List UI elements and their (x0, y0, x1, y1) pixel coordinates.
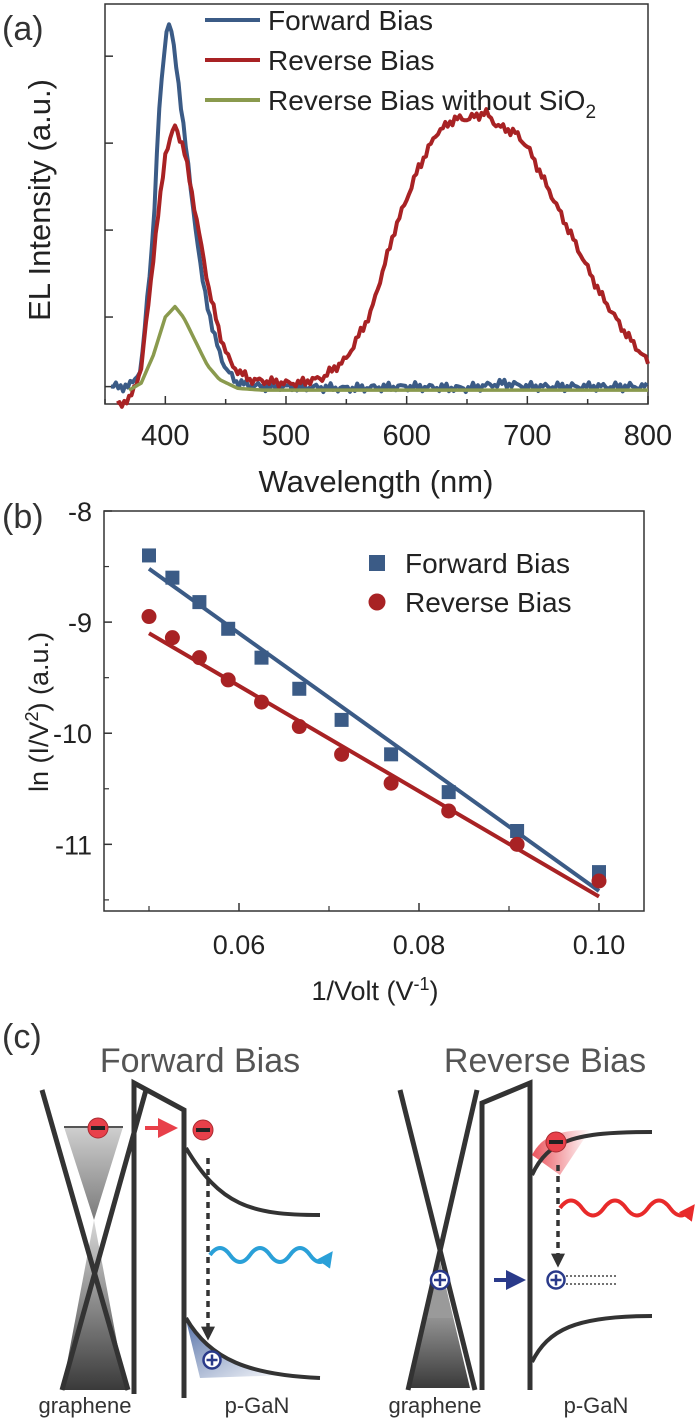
chart-a-x-tick-label: 600 (382, 420, 430, 452)
panel-label-c: (c) (2, 1018, 42, 1056)
chart-a-legend-label: Forward Bias (268, 5, 433, 36)
chart-a-plot-frame (104, 3, 649, 405)
chart-a-x-ticks: 400 500 600 700 800 (104, 396, 672, 452)
chart-b-y-tick-label: -11 (55, 830, 92, 860)
forward-hole-plus (206, 1354, 218, 1366)
chart-b-point-reverse (441, 803, 457, 819)
chart-a-x-tick-label: 500 (262, 420, 310, 452)
chart-b-point-reverse (334, 746, 350, 762)
reverse-diagram-title: Reverse Bias (444, 1042, 646, 1080)
chart-b-y-ticks: -8 -9 -10 -11 (53, 497, 112, 901)
forward-electron-injected-minus (196, 1128, 210, 1132)
forward-valence-band (184, 1317, 321, 1380)
chart-b-x-tick-label: 0.06 (213, 930, 266, 960)
chart-b-y-axis-label: ln (I/V2) (a.u.) (22, 632, 54, 792)
panel-label-a: (a) (2, 10, 44, 48)
reverse-red-photon (558, 1198, 695, 1222)
forward-sio2-barrier (131, 1078, 187, 1398)
reverse-graphene-label: graphene (389, 1393, 482, 1418)
chart-b-y-tick-label: -10 (53, 719, 92, 749)
chart-b-point-forward (254, 650, 269, 665)
chart-b-fn-plot: -8 -9 -10 -11 0.06 0.08 0.10 Forward Bias Reve… (22, 497, 645, 1006)
reverse-hole-trapped-plus (550, 1274, 562, 1286)
chart-b-x-ticks: 0.06 0.08 0.10 (148, 903, 626, 960)
forward-hole-glow (186, 1320, 290, 1378)
chart-b-fit-line-reverse-bias (147, 631, 601, 899)
chart-b-y-tick-label: -9 (68, 608, 92, 638)
chart-a-legend-label: Reverse Bias (268, 45, 435, 76)
reverse-sio2-barrier (479, 1079, 533, 1390)
forward-diagram-title: Forward Bias (100, 1042, 300, 1080)
chart-a-y-ticks (105, 55, 113, 388)
chart-a-legend: Forward Bias Reverse Bias Reverse Bias wit… (205, 5, 596, 123)
chart-b-point-forward (221, 621, 236, 636)
chart-b-point-forward (510, 824, 525, 838)
reverse-conduction-band (530, 1130, 653, 1176)
reverse-cone-lower-fill (410, 1262, 470, 1388)
chart-b-point-reverse (383, 775, 399, 791)
forward-cone-line-1 (39, 1089, 131, 1391)
chart-b-point-forward (165, 570, 180, 585)
chart-b-legend-marker (369, 555, 385, 571)
reverse-cone-line-2 (405, 1089, 480, 1391)
chart-b-y-tick-label: -8 (68, 497, 92, 527)
band-diagram-reverse: Reverse Bias graphene p-GaN (389, 1042, 695, 1418)
forward-pgan-label: p-GaN (225, 1393, 290, 1418)
chart-a-series-reverse-bias-without-sio2 (128, 304, 648, 392)
reverse-valence-band (530, 1314, 653, 1363)
chart-b-point-reverse (509, 836, 525, 852)
chart-b-x-tick-label: 0.08 (393, 930, 446, 960)
chart-b-x-axis-label: 1/Volt (V-1) (311, 974, 438, 1006)
chart-a-y-axis-label: EL Intensity (a.u.) (22, 79, 57, 321)
chart-a-x-axis-label: Wavelength (nm) (259, 464, 494, 499)
chart-b-point-forward (384, 747, 399, 762)
chart-a-series-reverse-bias (116, 107, 650, 409)
chart-b-point-forward (441, 785, 456, 800)
reverse-electron-minus (549, 1140, 563, 1144)
chart-b-point-reverse (254, 694, 269, 710)
chart-b-point-forward (142, 548, 156, 563)
band-diagram-forward: Forward Bias graphene p-GaN (39, 1042, 333, 1418)
chart-b-legend-label: Forward Bias (405, 548, 570, 579)
chart-a-series (110, 22, 650, 409)
forward-electron-graphene-minus (91, 1126, 105, 1130)
forward-cone-lower-fill (62, 1220, 126, 1390)
forward-blue-photon (208, 1246, 333, 1269)
chart-b-point-forward (292, 681, 307, 696)
reverse-pgan-label: p-GaN (564, 1393, 629, 1418)
chart-b-point-reverse (220, 672, 236, 688)
chart-b-legend-marker (368, 593, 386, 611)
chart-b-point-reverse (591, 873, 607, 889)
chart-b-x-axis-sup: -1 (414, 974, 430, 994)
panel-label-b: (b) (2, 498, 44, 536)
chart-b-legend-label: Reverse Bias (405, 587, 572, 618)
chart-b-series (141, 548, 607, 899)
chart-a-x-tick-label: 800 (624, 420, 672, 452)
chart-b-point-forward (192, 595, 207, 610)
chart-a-x-tick-label: 700 (503, 420, 551, 452)
reverse-cone-line-1 (397, 1089, 478, 1391)
chart-a-x-tick-label: 400 (141, 420, 189, 452)
chart-b-point-reverse (291, 719, 307, 735)
chart-b-point-reverse (141, 609, 157, 625)
chart-b-point-reverse (164, 630, 180, 646)
chart-b-point-reverse (191, 650, 207, 666)
forward-cone-upper-fill (64, 1127, 123, 1220)
chart-b-point-forward (334, 712, 349, 727)
forward-conduction-band (184, 1146, 321, 1217)
chart-b-y-axis-sup: 2 (22, 711, 42, 721)
chart-a-legend-label: Reverse Bias without SiO2 (268, 85, 596, 123)
chart-b-x-tick-label: 0.10 (573, 930, 626, 960)
chart-b-plot-frame (103, 510, 645, 912)
forward-graphene-label: graphene (39, 1393, 132, 1418)
chart-b-legend: Forward Bias Reverse Bias (368, 548, 572, 618)
reverse-hole-graphene-plus (434, 1274, 446, 1286)
chart-a-series-forward-bias (110, 22, 649, 395)
chart-a-spectrum: 400 500 600 700 800 Forward Bias Reverse Bias… (22, 3, 672, 499)
